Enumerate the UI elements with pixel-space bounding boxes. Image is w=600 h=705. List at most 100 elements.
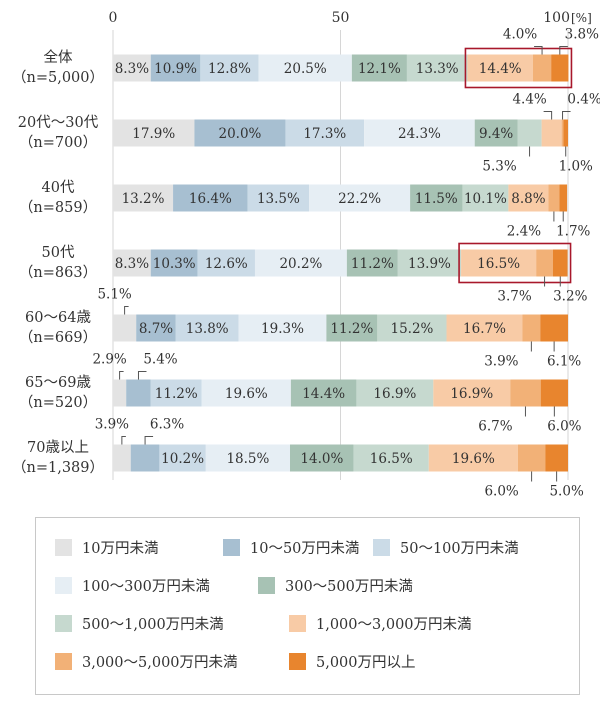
bar-segment-r1-s5 — [517, 119, 542, 147]
callout-label-4: 5.3% — [482, 159, 516, 175]
callout-label-2: 4.4% — [512, 92, 546, 108]
data-label-r5-s6: 16.9% — [450, 386, 493, 402]
callout-line-0 — [534, 46, 543, 55]
callout-label-5: 1.0% — [559, 159, 593, 175]
bar-segment-r3-s1 — [150, 249, 198, 277]
legend-label-5: 500～1,000万円未満 — [82, 616, 224, 633]
data-label-r3-s4: 11.2% — [351, 256, 394, 272]
bar-segment-r6-s5 — [353, 444, 429, 472]
bar-segment-r1-s6 — [541, 119, 562, 147]
callout-label-15: 6.7% — [478, 419, 512, 435]
callout-line-17 — [121, 436, 126, 445]
legend-item-8: 5,000万円以上 — [289, 651, 416, 671]
data-label-r1-s3: 24.3% — [398, 126, 441, 142]
x-tick-label-50: 50 — [332, 10, 350, 26]
x-tick-label-0: 0 — [109, 10, 118, 26]
bar-segment-r2-s4 — [410, 184, 463, 212]
bar-segment-r1-s2 — [285, 119, 365, 147]
callout-label-17: 3.9% — [95, 417, 129, 433]
bar-segment-r3-s6 — [461, 249, 537, 277]
bar-segment-r2-s5 — [462, 184, 509, 212]
callout-label-1: 3.8% — [565, 27, 599, 43]
bar-segment-r0-s0 — [113, 54, 151, 82]
data-label-r3-s5: 13.9% — [408, 256, 451, 272]
bar-segment-r4-s0 — [113, 314, 137, 342]
bar-segment-r3-s7 — [536, 249, 553, 277]
bar-segment-r2-s6 — [508, 184, 549, 212]
bar-segment-r6-s7 — [517, 444, 546, 472]
bar-segment-r2-s2 — [247, 184, 310, 212]
bar-segment-r2-s8 — [559, 184, 568, 212]
category-label-1: 20代～30代 — [18, 114, 99, 131]
legend-label-4: 300～500万円未満 — [285, 578, 413, 595]
bar-segment-r1-s1 — [194, 119, 286, 147]
legend-item-2: 50～100万円未満 — [373, 537, 519, 557]
bar-segment-r5-s3 — [201, 379, 291, 407]
callout-label-12: 6.1% — [547, 354, 581, 370]
data-label-r6-s3: 18.5% — [226, 451, 269, 467]
data-label-r2-s0: 13.2% — [122, 191, 165, 207]
bar-segment-r3-s5 — [397, 249, 462, 277]
callout-line-2 — [543, 111, 553, 120]
data-label-r6-s2: 10.2% — [161, 451, 204, 467]
data-label-r2-s3: 22.2% — [338, 191, 381, 207]
callout-label-11: 3.9% — [484, 354, 518, 370]
callout-line-10 — [124, 306, 129, 315]
legend-label-1: 10～50万円未満 — [250, 540, 360, 557]
legend-item-7: 3,000～5,000万円未満 — [55, 651, 238, 671]
data-label-r4-s6: 16.7% — [463, 321, 506, 337]
data-label-r3-s6: 16.5% — [477, 256, 520, 272]
callout-label-8: 3.7% — [497, 289, 531, 305]
legend-item-4: 300～500万円未満 — [258, 575, 413, 595]
bar-segment-r3-s0 — [113, 249, 151, 277]
bar-segment-r0-s5 — [406, 54, 468, 82]
data-label-r2-s6: 8.8% — [511, 191, 545, 207]
data-label-r6-s4: 14.0% — [300, 451, 343, 467]
bar-segment-r1-s3 — [364, 119, 475, 147]
bar-segment-r0-s7 — [532, 54, 552, 82]
bar-segment-r4-s8 — [540, 314, 568, 342]
callout-line-3 — [562, 111, 571, 120]
data-label-r0-s5: 13.3% — [416, 61, 459, 77]
bar-segment-r5-s1 — [126, 379, 151, 407]
category-label-5: 65～69歳 — [25, 374, 91, 391]
legend-swatch-0 — [55, 538, 72, 556]
callout-label-10: 5.1% — [97, 287, 131, 303]
bar-segment-r4-s2 — [175, 314, 239, 342]
stacked-bar-chart: 0 50 100 [%] 8.3% 10.9% 12.8% 20.5% 12.1% 13.3% 14… — [12, 10, 600, 500]
bar-segment-r0-s1 — [150, 54, 201, 82]
legend-label-7: 3,000～5,000万円未満 — [82, 654, 238, 671]
callout-label-3: 0.4% — [567, 92, 600, 108]
bar-segment-r5-s7 — [510, 379, 541, 407]
callout-label-18: 6.3% — [150, 417, 184, 433]
bar-segment-r4-s7 — [522, 314, 541, 342]
bar-segment-r0-s8 — [551, 54, 569, 82]
category-label-4: 60～64歳 — [25, 309, 91, 326]
legend-label-6: 1,000～3,000万円未満 — [316, 616, 472, 633]
bar-segment-r3-s8 — [552, 249, 568, 277]
callout-line-18 — [144, 436, 154, 445]
data-label-r0-s0: 8.3% — [115, 61, 149, 77]
data-label-r5-s5: 16.9% — [373, 386, 416, 402]
data-label-r5-s4: 14.4% — [302, 386, 345, 402]
callout-label-19: 6.0% — [484, 484, 518, 500]
bar-segment-r5-s5 — [356, 379, 434, 407]
data-label-r0-s4: 12.1% — [358, 61, 401, 77]
category-label-2: 40代 — [42, 179, 75, 196]
bar-segment-r0-s4 — [351, 54, 407, 82]
legend-swatch-6 — [289, 614, 306, 632]
x-tick-label-100: 100 — [543, 10, 570, 26]
data-label-r3-s3: 20.2% — [279, 256, 322, 272]
callout-label-16: 6.0% — [547, 419, 581, 435]
category-sample-4: （n=669） — [19, 329, 97, 346]
bar-segment-r6-s0 — [113, 444, 131, 472]
legend-swatch-5 — [55, 614, 72, 632]
category-label-0: 全体 — [44, 48, 73, 66]
bar-segment-r1-s0 — [113, 119, 195, 147]
bar-segment-r6-s4 — [289, 444, 354, 472]
legend-item-5: 500～1,000万円未満 — [55, 613, 224, 633]
bar-segment-r1-s7 — [561, 119, 564, 147]
data-label-r6-s6: 19.6% — [452, 451, 495, 467]
data-label-r4-s2: 13.8% — [186, 321, 229, 337]
legend-swatch-7 — [55, 652, 72, 670]
